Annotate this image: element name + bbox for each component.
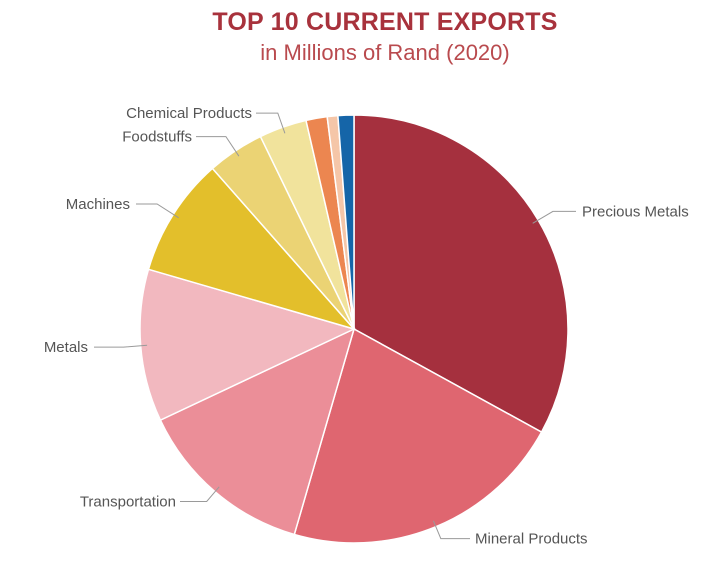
slice-label-precious-metals: Precious Metals: [582, 203, 689, 220]
leader-line-chemical-products: [256, 112, 286, 134]
pie-labels: Precious Metals Mineral Products Transport…: [44, 105, 689, 547]
chart-title: TOP 10 CURRENT EXPORTS: [212, 8, 558, 36]
slice-label-machines: Machines: [66, 196, 130, 213]
pie-slice-unlabeled-10: [337, 114, 355, 330]
leader-line-metals: [94, 344, 148, 348]
leader-line-machines: [136, 203, 179, 219]
chart-subtitle: in Millions of Rand (2020): [260, 40, 510, 65]
leader-line-precious-metals: [532, 210, 576, 224]
slice-label-transportation: Transportation: [80, 494, 176, 511]
slice-label-foodstuffs: Foodstuffs: [122, 129, 192, 146]
slice-label-chemical-products: Chemical Products: [126, 105, 252, 122]
slice-label-mineral-products: Mineral Products: [475, 531, 588, 548]
leader-line-transportation: [180, 486, 220, 502]
slice-label-metals: Metals: [44, 339, 88, 356]
leader-line-mineral-products: [432, 520, 470, 540]
leader-line-foodstuffs: [196, 136, 240, 157]
pie-slices: [139, 114, 569, 544]
